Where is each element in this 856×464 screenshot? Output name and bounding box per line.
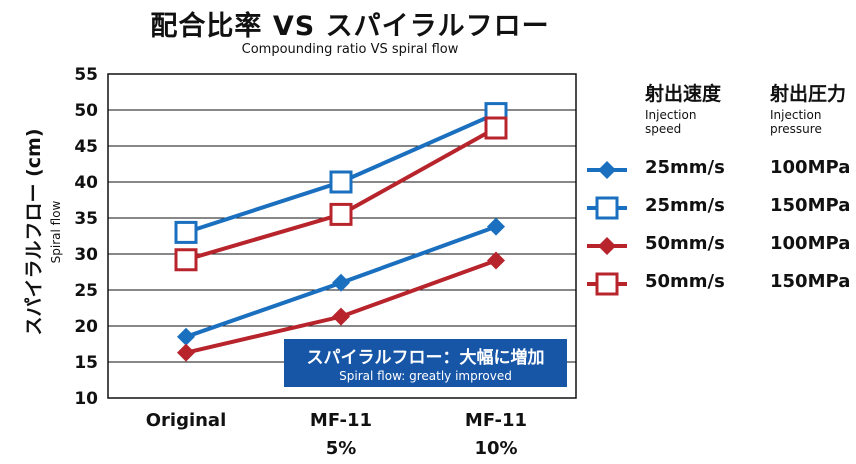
legend-swatch-marker [595,196,619,220]
callout-ja: スパイラルフロー：大幅に増加 [306,348,545,368]
data-point [177,327,195,346]
y-tick-label: 20 [74,317,98,337]
callout-en: Spiral flow: greatly improved [339,369,512,383]
data-point [329,170,353,194]
y-tick-label: 40 [74,173,98,193]
x-category-label: MF-11 [465,410,527,431]
x-category-label: MF-11 [310,410,372,431]
chart-title: 配合比率 VS スパイラルフロー [150,11,550,42]
legend-swatch [587,272,627,296]
y-tick-label: 15 [74,353,98,373]
legend-pressure: 100MPa [770,157,851,178]
plot-frame [107,73,577,399]
legend-item: 25mm/s 150MPa [585,193,853,221]
y-tick-label: 25 [74,281,98,301]
series-lines [174,102,508,362]
legend-swatch-marker [598,161,616,179]
legend-swatch-marker [598,237,616,255]
y-tick-label: 35 [74,209,98,229]
legend-item: 25mm/s 100MPa [585,155,853,183]
legend-speed: 25mm/s [645,157,725,178]
data-point [174,248,198,272]
legend-pressure-header-en: Injection pressure [770,108,822,136]
series-line [185,126,497,262]
data-point [487,217,505,236]
legend-item: 50mm/s 100MPa [585,231,853,259]
x-category-label: Original [146,410,227,431]
y-tick-label: 55 [74,65,98,85]
callout-box: スパイラルフロー：大幅に増加 Spiral flow: greatly impr… [284,339,567,387]
legend-pressure: 150MPa [770,195,851,216]
legend-pressure: 100MPa [770,233,851,254]
y-axis-label: スパイラルフロー (cm) Spiral flow [23,128,63,335]
legend-speed-header: 射出速度 [645,83,722,105]
legend-speed-header-en: Injection speed [645,108,697,136]
y-axis-title-ja: スパイラルフロー (cm) [23,128,45,335]
y-tick-label: 30 [74,245,98,265]
legend-swatch [587,161,627,179]
legend-swatch [587,237,627,255]
legend-pressure-header: 射出圧力 [770,83,847,105]
y-tick-label: 45 [74,137,98,157]
data-point [484,116,508,140]
legend-speed: 50mm/s [645,233,725,254]
y-tick-label: 50 [74,101,98,121]
legend-speed: 25mm/s [645,195,725,216]
legend-item: 50mm/s 150MPa [585,269,853,297]
legend-pressure: 150MPa [770,271,851,292]
y-tick-labels: 10 15 20 25 30 35 40 45 50 55 [74,65,98,409]
data-point [177,343,195,362]
x-category-label-sub: 5% [326,438,357,459]
legend-swatch-marker [595,272,619,296]
data-point [174,220,198,244]
y-axis-title-en: Spiral flow [49,200,63,263]
x-category-label-sub: 10% [474,438,517,459]
data-point [332,273,350,292]
chart-subtitle: Compounding ratio VS spiral flow [241,42,459,57]
legend-speed: 50mm/s [645,271,725,292]
data-point [329,202,353,226]
legend-swatch [587,196,627,220]
y-tick-label: 10 [74,389,98,409]
data-point [332,307,350,326]
x-category-labels: Original MF-11 5% MF-11 10% [146,410,527,459]
data-point [487,251,505,270]
